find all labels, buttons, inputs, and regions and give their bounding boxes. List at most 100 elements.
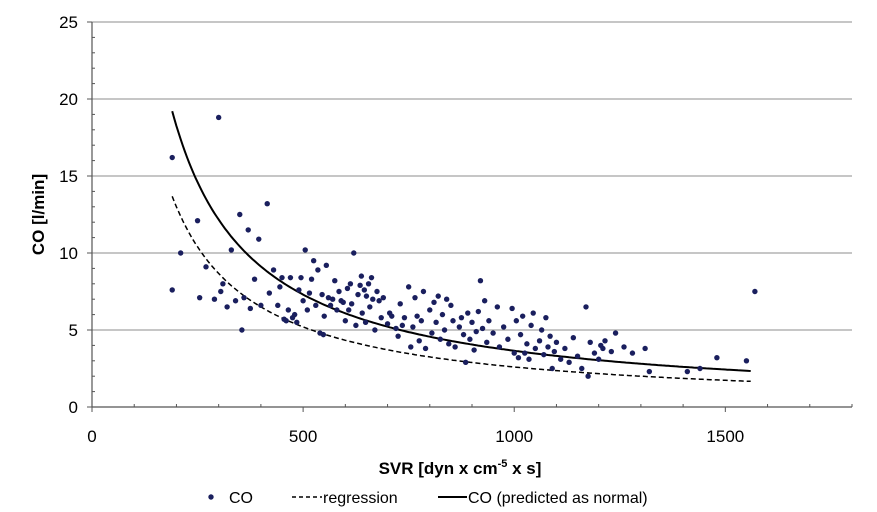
x-axis-label-main: SVR [dyn x cm [379, 459, 498, 478]
data-point [320, 331, 327, 338]
data-point [543, 314, 549, 321]
data-point [270, 267, 277, 273]
data-point [358, 273, 365, 279]
data-point [629, 350, 636, 356]
data-point [334, 307, 340, 313]
x-axis-label: SVR [dyn x cm-5 x s] [379, 458, 542, 478]
data-point [532, 345, 539, 352]
data-point [264, 201, 270, 207]
data-point [469, 319, 475, 325]
data-point [327, 302, 334, 309]
data-point [348, 301, 355, 307]
data-point [283, 318, 289, 324]
data-point [294, 319, 300, 325]
data-point [574, 353, 581, 359]
data-point [395, 333, 401, 339]
axes [87, 21, 853, 412]
data-point [359, 310, 365, 316]
data-point [541, 351, 547, 358]
x-tick-label: 500 [289, 427, 317, 446]
y-tick-label: 15 [59, 167, 78, 186]
data-point [697, 365, 703, 372]
data-point [302, 247, 308, 253]
data-point [427, 307, 433, 313]
data-point [602, 338, 608, 344]
data-point [399, 322, 406, 329]
scatter-points [169, 114, 758, 379]
data-point [642, 345, 648, 352]
data-point [258, 302, 264, 309]
data-point [553, 339, 560, 346]
data-point [266, 290, 273, 296]
data-point [277, 284, 283, 290]
data-point [418, 318, 425, 324]
data-point [595, 356, 602, 362]
data-point [218, 288, 224, 295]
legend-label-co: CO [229, 490, 253, 507]
data-point [494, 304, 501, 310]
x-tick-label: 1500 [706, 427, 744, 446]
y-tick-label: 25 [59, 13, 78, 32]
data-point [465, 310, 471, 316]
data-point [515, 355, 522, 361]
data-point [393, 325, 399, 332]
data-point [412, 294, 418, 301]
data-point [500, 324, 507, 330]
data-point [340, 299, 346, 305]
regression-line [171, 196, 751, 383]
data-point [408, 344, 414, 350]
data-point [549, 365, 555, 372]
data-point [196, 294, 203, 301]
data-point [473, 328, 479, 335]
data-point [471, 347, 477, 353]
data-point [513, 318, 520, 324]
data-point [475, 308, 482, 315]
data-point [547, 333, 553, 339]
data-point [526, 356, 532, 362]
data-point [220, 281, 226, 287]
data-point [600, 345, 606, 352]
predicted-normal-line [171, 110, 751, 372]
data-point [579, 365, 585, 372]
data-point [477, 278, 484, 284]
data-point [357, 282, 363, 289]
legend: CO regression CO (predicted as normal) [208, 490, 648, 507]
data-point [251, 276, 258, 282]
data-point [228, 247, 235, 253]
data-point [256, 236, 262, 242]
y-tick-label: 0 [69, 398, 78, 417]
data-point [380, 294, 387, 301]
data-point [304, 307, 311, 313]
legend-label-regression: regression [323, 490, 398, 507]
data-point [587, 339, 593, 346]
data-point [389, 313, 395, 319]
data-point [279, 274, 285, 281]
data-point [481, 298, 488, 304]
data-point [479, 325, 486, 332]
data-point [538, 327, 545, 333]
x-tick-labels: 0 500 1000 1500 [87, 427, 744, 446]
data-point [372, 327, 378, 333]
data-point [452, 344, 458, 350]
data-point [621, 344, 627, 350]
data-point [743, 358, 750, 364]
data-point [490, 330, 496, 336]
data-point [585, 373, 591, 379]
data-point [368, 274, 375, 281]
x-axis-label-tail: x s] [507, 459, 541, 478]
data-point [519, 313, 526, 319]
data-point [431, 299, 437, 305]
data-point [536, 338, 543, 344]
data-point [583, 304, 589, 310]
data-point [306, 290, 313, 296]
data-point [361, 287, 368, 293]
data-point [441, 327, 448, 333]
data-point [310, 258, 317, 264]
data-point [298, 274, 304, 281]
curves [171, 110, 751, 383]
data-point [378, 314, 384, 321]
data-point [353, 322, 359, 329]
data-point [370, 296, 376, 302]
data-point [460, 331, 467, 338]
